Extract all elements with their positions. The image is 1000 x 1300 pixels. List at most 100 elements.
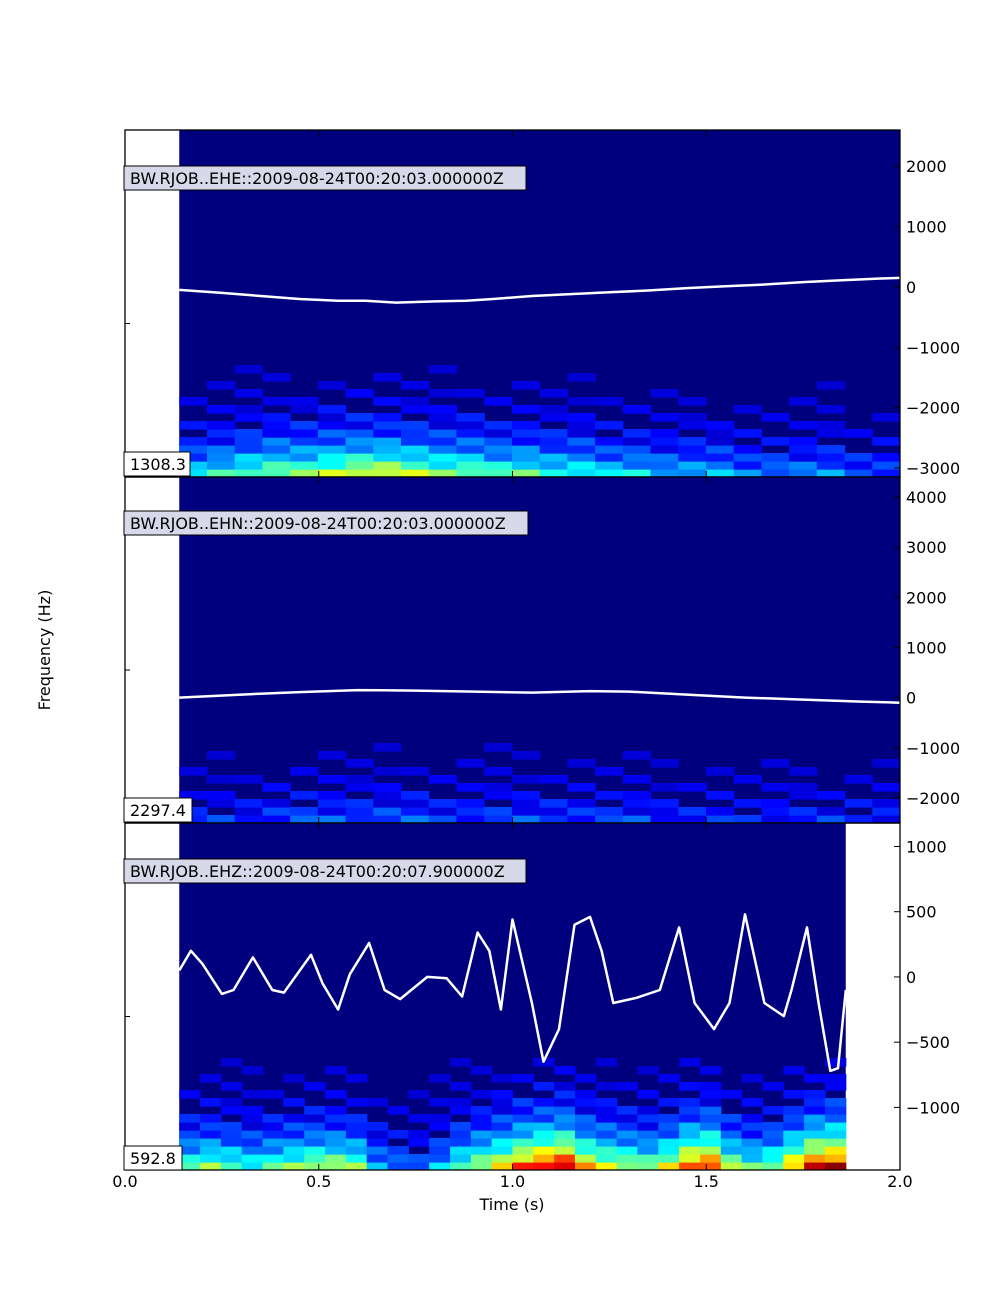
spectrogram-bin: [789, 421, 818, 430]
spectrogram-bin: [844, 453, 873, 462]
spectrogram-bin: [512, 1146, 534, 1155]
spectrogram-bin: [206, 799, 236, 808]
right-tick-label: −1000: [906, 739, 960, 758]
spectrogram-bin: [699, 1138, 722, 1147]
spectrogram-bin: [637, 1162, 659, 1170]
spectrogram-bin: [304, 1114, 326, 1123]
spectrogram-bin: [595, 1114, 618, 1123]
trace-label-ehz: BW.RJOB..EHZ::2009-08-24T00:20:07.900000…: [130, 862, 505, 881]
spectrogram-bin: [401, 461, 430, 470]
spectrogram-bin: [262, 1138, 284, 1147]
spectrogram-bin: [456, 429, 485, 438]
spectrogram-bin: [761, 461, 790, 470]
spectrogram-bin: [762, 1138, 784, 1147]
spectrogram-bin: [650, 413, 679, 422]
spectrogram-bin: [650, 453, 679, 462]
spectrogram-bin: [824, 1154, 847, 1163]
spectrogram-bin: [401, 807, 430, 816]
spectrogram-bin: [783, 1154, 805, 1163]
spectrogram-bin: [622, 453, 652, 462]
spectrogram-bin: [290, 815, 319, 823]
spectrogram-bin: [241, 1122, 264, 1131]
spectrogram-bin: [658, 1162, 680, 1170]
spectrogram-bin: [554, 1090, 576, 1099]
spectrogram-bin: [539, 437, 568, 446]
spectrogram-bin: [804, 1106, 826, 1115]
spectrogram-bin: [705, 453, 735, 462]
spectrogram-bin: [450, 1122, 472, 1131]
spectrogram-bin: [872, 453, 900, 462]
spectrogram-bin: [456, 799, 485, 808]
spectrogram-bin: [290, 421, 319, 430]
spectrogram-bin: [491, 1114, 514, 1123]
spectrogram-bin: [450, 1058, 472, 1067]
spectrogram-bin: [567, 461, 596, 470]
scale-value-box-ehz: [123, 1145, 183, 1171]
spectrogram-bin: [595, 1154, 618, 1163]
spectrogram-bin: [200, 1146, 222, 1155]
right-tick-label: −2000: [906, 399, 960, 418]
spectrogram-bin: [705, 791, 735, 800]
spectrogram-bin: [325, 1106, 347, 1115]
right-tick-label: 2000: [906, 157, 947, 176]
spectrogram-bin: [637, 1066, 659, 1075]
spectrogram-bin: [283, 1146, 305, 1155]
spectrogram-bin: [741, 1154, 764, 1163]
trace-label-ehe: BW.RJOB..EHE::2009-08-24T00:20:03.000000…: [130, 169, 504, 188]
spectrogram-bin: [622, 799, 652, 808]
spectrogram-bin: [428, 445, 458, 454]
spectrogram-bin: [699, 1162, 722, 1170]
spectrogram-bin: [408, 1154, 430, 1163]
spectrogram-bin: [733, 461, 762, 470]
spectrogram-bin: [554, 1106, 576, 1115]
spectrogram-bin: [595, 437, 624, 446]
spectrogram-bin: [699, 1066, 722, 1075]
spectrogram-bin: [789, 469, 818, 477]
spectrogram-bin: [595, 1146, 618, 1155]
spectrogram-bin: [401, 815, 430, 823]
spectrogram-bin: [470, 1138, 493, 1147]
spectrogram-bin: [705, 461, 735, 470]
spectrogram-bin: [325, 1154, 347, 1163]
spectrogram-bin: [450, 1162, 472, 1170]
spectrogram-bin: [705, 429, 735, 438]
spectrogram-bin: [511, 799, 541, 808]
spectrogram-bin: [616, 1138, 639, 1147]
spectrogram-bin: [804, 1074, 826, 1083]
spectrogram-bin: [574, 1130, 597, 1139]
spectrogram-bin: [290, 453, 319, 462]
x-tick-label: 1.5: [694, 1172, 719, 1191]
spectrogram-bin: [345, 1146, 368, 1155]
spectrogram-bin: [304, 1138, 326, 1147]
spectrogram-bin: [741, 1138, 764, 1147]
x-axis-tick-labels: 0.0 0.5 1.0 1.5 2.0: [112, 1172, 912, 1191]
spectrogram-bin: [761, 437, 790, 446]
spectrogram-bin: [533, 1122, 555, 1131]
spectrogram-bin: [179, 1114, 201, 1123]
spectrogram-bin: [679, 1082, 701, 1091]
spectrogram-bin: [539, 461, 568, 470]
spectrogram-bin: [179, 461, 208, 470]
spectrogram-bin: [511, 453, 541, 462]
spectrogram-bin: [317, 815, 347, 823]
spectrogram-bin: [220, 1162, 243, 1170]
spectrogram-bin: [401, 381, 430, 390]
spectrogram-bin: [816, 453, 846, 462]
spectrogram-bin: [220, 1082, 243, 1091]
spectrogram-bin: [345, 1138, 368, 1147]
spectrogram-bin: [616, 1146, 639, 1155]
spectrogram-bin: [428, 413, 458, 422]
x-axis-ticks-ehz: [124, 823, 901, 1170]
spectrogram-bin: [262, 429, 291, 438]
spectrogram-bin: [678, 421, 707, 430]
spectrogram-bin: [511, 381, 541, 390]
spectrogram-bin: [512, 1098, 534, 1107]
spectrogram-bin: [761, 453, 790, 462]
spectrogram-bin: [678, 445, 707, 454]
spectrogram-bin: [539, 405, 568, 414]
right-tick-label: −3000: [906, 459, 960, 478]
spectrogram-bin: [179, 791, 208, 800]
spectrogram-bin: [373, 799, 402, 808]
spectrogram-bin: [456, 815, 485, 823]
